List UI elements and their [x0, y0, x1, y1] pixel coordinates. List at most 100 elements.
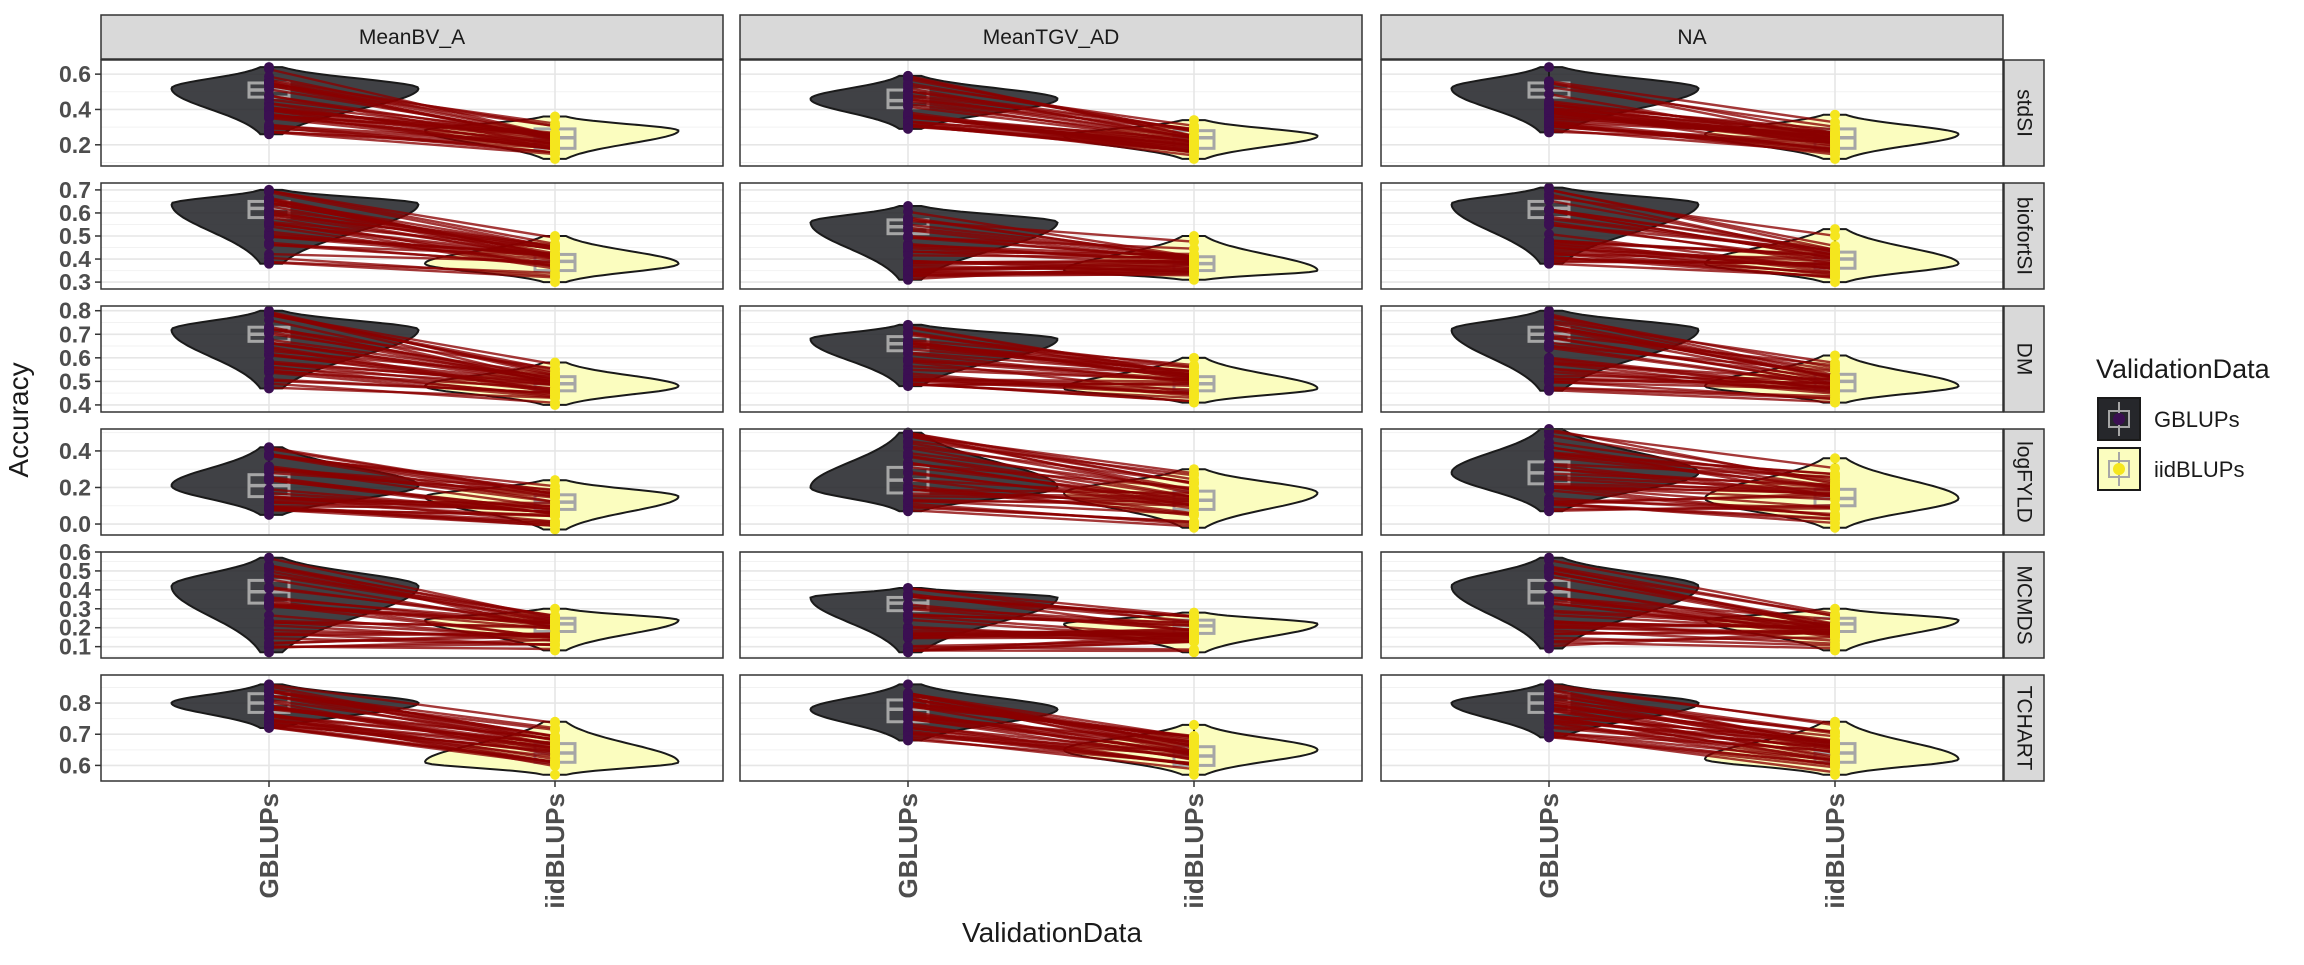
- x-tick-label: iidBLUPs: [1820, 793, 1850, 909]
- y-tick-label: 0.6: [59, 200, 91, 226]
- gblups-point: [903, 381, 913, 391]
- gblups-point: [903, 714, 913, 724]
- gblups-point: [1544, 306, 1554, 316]
- iid-point: [1830, 513, 1840, 523]
- iid-point: [1189, 608, 1199, 618]
- gblups-point: [264, 602, 274, 612]
- y-tick-label: 0.4: [59, 392, 91, 418]
- y-tick-label: 0.6: [59, 752, 91, 778]
- gblups-point: [264, 442, 274, 452]
- gblups-point: [903, 485, 913, 495]
- iid-point: [1830, 110, 1840, 120]
- gblups-point: [1544, 582, 1554, 592]
- gblups-point: [1544, 644, 1554, 654]
- gblups-point: [903, 609, 913, 619]
- facet-panel: [1381, 183, 2003, 289]
- gblups-point: [903, 438, 913, 448]
- gblups-point: [1544, 679, 1554, 689]
- gblups-point: [1544, 568, 1554, 578]
- iid-point: [550, 604, 560, 614]
- gblups-point: [264, 129, 274, 139]
- iid-point: [550, 645, 560, 655]
- gblups-point: [264, 343, 274, 353]
- gblups-point: [264, 185, 274, 195]
- iid-point: [1830, 262, 1840, 272]
- y-tick-label: 0.4: [59, 96, 91, 122]
- gblups-point: [264, 374, 274, 384]
- iid-point: [550, 400, 560, 410]
- gblups-point: [264, 679, 274, 689]
- legend-title: ValidationData: [2096, 354, 2271, 384]
- gblups-point: [1544, 96, 1554, 106]
- gblups-point: [1544, 62, 1554, 72]
- row-strip-label: biofortSI: [2013, 197, 2036, 275]
- gblups-point: [1544, 324, 1554, 334]
- gblups-point: [903, 225, 913, 235]
- gblups-point: [903, 201, 913, 211]
- iid-point: [550, 367, 560, 377]
- iid-point: [1189, 366, 1199, 376]
- iid-point: [1830, 604, 1840, 614]
- gblups-point: [264, 723, 274, 733]
- iid-point: [1189, 647, 1199, 657]
- y-tick-label: 0.4: [59, 438, 91, 464]
- iid-point: [1830, 245, 1840, 255]
- gblups-point: [1544, 606, 1554, 616]
- iid-point: [1830, 472, 1840, 482]
- y-tick-label: 0.4: [59, 246, 91, 272]
- y-tick-label: 0.5: [59, 368, 91, 394]
- y-tick-label: 0.7: [59, 321, 91, 347]
- gblups-point: [903, 462, 913, 472]
- gblups-point: [264, 111, 274, 121]
- gblups-point: [264, 62, 274, 72]
- y-tick-label: 0.2: [59, 132, 91, 158]
- iid-point: [550, 740, 560, 750]
- gblups-point: [1544, 732, 1554, 742]
- legend-key-point: [2113, 463, 2125, 475]
- gblups-point: [264, 383, 274, 393]
- iid-point: [1830, 144, 1840, 154]
- gblups-point: [903, 506, 913, 516]
- facet-panel: [1381, 424, 2003, 535]
- iid-point: [1189, 523, 1199, 533]
- row-strip-label: logFYLD: [2013, 441, 2036, 523]
- iid-point: [1189, 511, 1199, 521]
- facet-panel: [101, 183, 723, 289]
- gblups-point: [903, 735, 913, 745]
- gblups-point: [264, 315, 274, 325]
- gblups-point: [1544, 449, 1554, 459]
- legend-label: GBLUPs: [2154, 407, 2240, 432]
- facet-panel: [740, 675, 1362, 781]
- facet-panel: [740, 552, 1362, 658]
- legend-key-point: [2113, 413, 2125, 425]
- panel-background: [1381, 60, 2003, 166]
- gblups-point: [903, 71, 913, 81]
- gblups-point: [903, 320, 913, 330]
- iid-point: [1830, 485, 1840, 495]
- gblups-point: [903, 694, 913, 704]
- iid-point: [1830, 758, 1840, 768]
- iid-point: [1830, 717, 1840, 727]
- facet-panel: [740, 60, 1362, 166]
- gblups-point: [264, 327, 274, 337]
- iid-point: [1830, 503, 1840, 513]
- y-tick-label: 0.6: [59, 539, 91, 565]
- iid-point: [550, 358, 560, 368]
- gblups-point: [903, 628, 913, 638]
- facet-panel: [101, 60, 723, 166]
- gblups-point: [903, 647, 913, 657]
- gblups-point: [264, 217, 274, 227]
- row-strip-label: DM: [2013, 343, 2036, 376]
- y-tick-label: 0.7: [59, 721, 91, 747]
- gblups-point: [264, 553, 274, 563]
- gblups-point: [1544, 220, 1554, 230]
- gblups-point: [1544, 105, 1554, 115]
- gblups-point: [1544, 592, 1554, 602]
- iid-point: [550, 231, 560, 241]
- y-tick-label: 0.3: [59, 269, 91, 295]
- iid-point: [1830, 632, 1840, 642]
- iid-point: [1189, 464, 1199, 474]
- gblups-point: [264, 306, 274, 316]
- gblups-point: [264, 464, 274, 474]
